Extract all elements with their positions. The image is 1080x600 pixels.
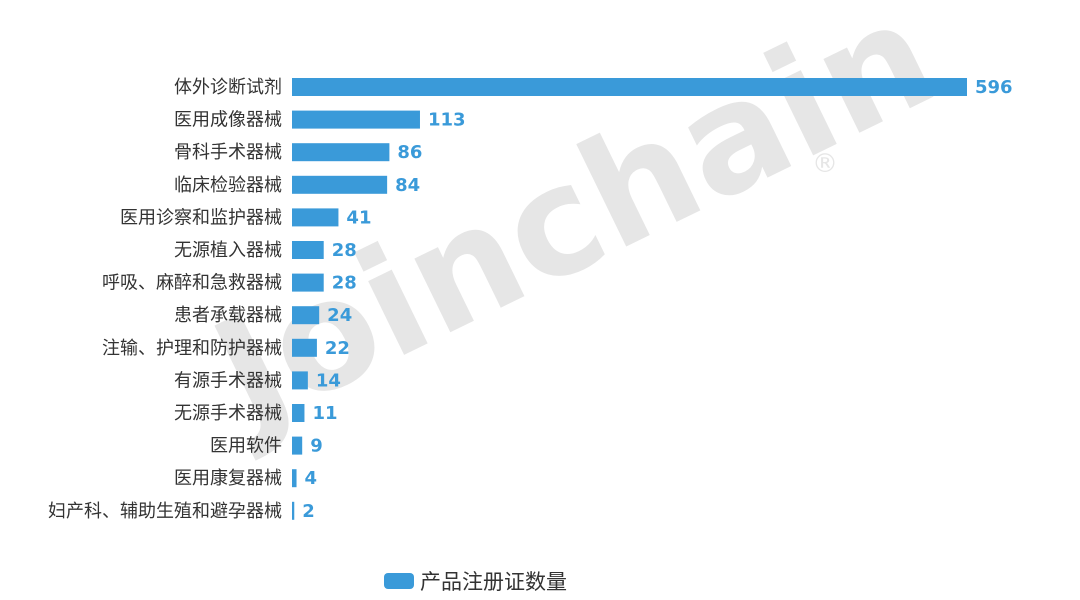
value-labels: 596 113 86 84 41 28 28 24 22 14 11 9 4 2 [302, 77, 1012, 522]
bar [292, 338, 317, 357]
data-label: 4 [305, 468, 318, 489]
category-label: 无源植入器械 [174, 240, 282, 261]
bar [292, 306, 320, 325]
data-label: 596 [975, 77, 1013, 98]
data-label: 41 [346, 207, 371, 228]
watermark-registered-mark: ® [812, 149, 838, 179]
legend-label: 产品注册证数量 [420, 570, 567, 594]
watermark: Joinchain ® [181, 0, 959, 466]
category-label: 患者承载器械 [174, 305, 282, 326]
bar [292, 371, 308, 390]
data-label: 28 [332, 273, 357, 294]
category-labels: 体外诊断试剂医用成像器械骨科手术器械临床检验器械医用诊察和监护器械无源植入器械呼… [48, 77, 282, 522]
data-label: 9 [310, 436, 323, 457]
bar [292, 273, 324, 292]
data-label: 22 [325, 338, 350, 359]
category-label: 骨科手术器械 [174, 142, 282, 163]
bar [292, 208, 339, 227]
bar [292, 78, 967, 96]
data-label: 2 [302, 501, 315, 522]
watermark-text: Joinchain [181, 0, 959, 466]
bars-layer [292, 78, 967, 520]
bar [292, 241, 324, 259]
data-label: 11 [312, 403, 337, 424]
category-label: 注输、护理和防护器械 [102, 338, 282, 359]
legend-swatch [384, 573, 414, 589]
bar [292, 436, 303, 455]
data-label: 24 [327, 305, 352, 326]
bar [292, 143, 390, 162]
bar [292, 501, 295, 520]
category-label: 临床检验器械 [174, 175, 282, 196]
data-label: 86 [397, 142, 422, 163]
category-label: 医用诊察和监护器械 [120, 207, 282, 228]
category-label: 医用软件 [210, 436, 282, 457]
legend: 产品注册证数量 [384, 566, 567, 596]
category-label: 医用成像器械 [174, 110, 282, 131]
category-label: 呼吸、麻醉和急救器械 [102, 273, 282, 294]
data-label: 84 [395, 175, 420, 196]
bar [292, 404, 305, 422]
bar [292, 175, 388, 194]
category-label: 有源手术器械 [174, 370, 282, 391]
category-label: 妇产科、辅助生殖和避孕器械 [48, 500, 282, 522]
category-label: 医用康复器械 [174, 468, 282, 489]
bar [292, 110, 420, 129]
category-label: 体外诊断试剂 [174, 77, 282, 98]
data-label: 28 [332, 240, 357, 261]
data-label: 113 [428, 110, 466, 131]
data-label: 14 [316, 370, 341, 391]
bar [292, 469, 297, 488]
category-label: 无源手术器械 [174, 403, 282, 424]
